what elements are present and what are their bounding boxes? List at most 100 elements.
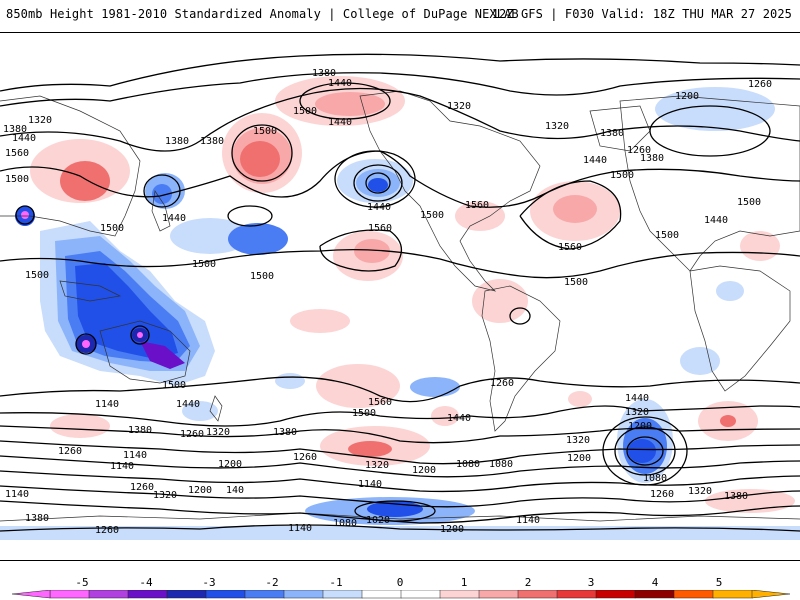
contour-low-aus-2 <box>130 325 150 345</box>
contour-label: 1260 <box>490 378 514 389</box>
contour-label: 1020 <box>366 515 390 526</box>
contour-1440-south <box>0 405 800 427</box>
contour-label: 1500 <box>564 277 588 288</box>
contour-1320-south <box>0 440 800 465</box>
anomaly-red-us-east <box>455 201 505 231</box>
contour-label: 1320 <box>447 101 471 112</box>
anomaly-low-center-1-core <box>82 340 90 348</box>
coastline-nz <box>209 395 223 422</box>
contour-1560-pacific <box>319 229 402 272</box>
colorbar-cell <box>673 590 714 599</box>
colorbar-tick: 3 <box>587 576 595 589</box>
contour-label: 1140 <box>123 450 147 461</box>
contour-label: 1260 <box>58 446 82 457</box>
model-run-info: 12Z GFS | F030 Valid: 18Z THU MAR 27 202… <box>491 7 792 21</box>
anomaly-blue-pac-core <box>228 223 288 255</box>
coastlines <box>0 90 800 522</box>
contour-label: 1440 <box>328 78 352 89</box>
contour-1560-atlantic <box>519 180 622 250</box>
contour-label: 1320 <box>365 460 389 471</box>
colorbar-cell <box>556 590 597 599</box>
contour-small-pac <box>227 205 273 227</box>
colorbar-cell <box>244 590 285 599</box>
contour-label: 1260 <box>650 489 674 500</box>
colorbar-tick: -1 <box>329 576 343 589</box>
anomaly-blue-south-atl-core <box>628 439 656 463</box>
contour-label: 1440 <box>328 117 352 128</box>
contour-low-south-atl-2 <box>614 426 676 476</box>
coastline-australia <box>99 320 191 384</box>
contour-low-aus-1 <box>75 333 97 355</box>
anomaly-blue-south-pac-2 <box>275 373 305 389</box>
anomaly-red-se-pac <box>431 406 459 426</box>
colorbar-cell <box>166 590 207 599</box>
colorbar-cell <box>127 590 168 599</box>
colorbar-cell <box>400 590 441 599</box>
coastline-indonesia <box>59 280 122 302</box>
contour-label: 1380 <box>3 124 27 135</box>
anomaly-red-south-pac-2-core <box>348 441 392 457</box>
anomaly-red-atlantic-core <box>553 195 597 223</box>
anomaly-blue-goa-core <box>368 178 388 192</box>
colorbar-tick: 0 <box>396 576 404 589</box>
contour-label: 1080 <box>489 459 513 470</box>
anomaly-red-south-pac <box>316 364 400 408</box>
contour-label: 1440 <box>625 393 649 404</box>
contour-label: 1200 <box>218 459 242 470</box>
contour-label: 1140 <box>110 461 134 472</box>
coastline-north-america <box>359 90 541 292</box>
anomaly-red-indian <box>50 414 110 438</box>
contour-1080-south <box>0 500 800 524</box>
contour-label: 1200 <box>675 91 699 102</box>
colorbar-tick: -5 <box>75 576 89 589</box>
contour-high-atlantic-n <box>649 105 771 157</box>
contour-label: 1260 <box>180 429 204 440</box>
contour-label: 1500 <box>250 271 274 282</box>
contour-label: 1140 <box>358 479 382 490</box>
anomaly-red-siberia-core <box>60 161 110 201</box>
contour-label: 1380 <box>273 427 297 438</box>
contour-label: 1320 <box>625 407 649 418</box>
contour-label: 1140 <box>95 399 119 410</box>
contour-label: 1260 <box>748 79 772 90</box>
contour-label: 1500 <box>352 408 376 419</box>
contour-low-west-asia <box>15 205 35 225</box>
contour-low-south-atl-1 <box>626 436 664 466</box>
contour-label: 1200 <box>628 421 652 432</box>
anomaly-blue-east-asia-core <box>152 184 172 204</box>
colorbar-cells <box>11 590 791 599</box>
anomaly-blue-small-3 <box>716 281 744 301</box>
contour-label: 1200 <box>188 485 212 496</box>
contour-low-goa-1 <box>365 172 391 194</box>
colorbar-cell <box>205 590 246 599</box>
contour-label: 1500 <box>737 197 761 208</box>
map-svg: 1380 1440 1500 1320 1380 1440 1320 1260 … <box>0 53 800 540</box>
colorbar-cell <box>439 590 480 599</box>
contour-label: 1500 <box>610 170 634 181</box>
colorbar-cell <box>88 590 129 599</box>
contour-label: 1380 <box>312 68 336 79</box>
anomaly-map[interactable]: 1380 1440 1500 1320 1380 1440 1320 1260 … <box>0 32 800 561</box>
anomaly-blue-deep <box>75 263 178 359</box>
contour-label: 1380 <box>200 136 224 147</box>
coastline-greenland <box>589 105 651 152</box>
contour-label: 1200 <box>440 524 464 535</box>
contour-low-east-asia <box>143 174 181 208</box>
contour-small-sa <box>509 307 531 325</box>
contour-label: 1440 <box>176 399 200 410</box>
contour-label: 1080 <box>456 459 480 470</box>
contour-label: 1200 <box>412 465 436 476</box>
contour-high-nw-pac <box>231 124 293 182</box>
contour-label: 1440 <box>162 213 186 224</box>
colorbar-cell <box>361 590 402 599</box>
contour-label: 1260 <box>293 452 317 463</box>
colorbar-extend-left <box>11 590 51 599</box>
coastline-eurasia-east <box>619 95 800 272</box>
contour-label: 1440 <box>367 202 391 213</box>
colorbar-tick: 1 <box>460 576 468 589</box>
contour-label: 1500 <box>655 230 679 241</box>
contour-label: 1260 <box>95 525 119 536</box>
contour-high-bering <box>299 82 391 120</box>
anomaly-blue-small-1 <box>182 401 218 421</box>
contour-label: 1500 <box>5 174 29 185</box>
